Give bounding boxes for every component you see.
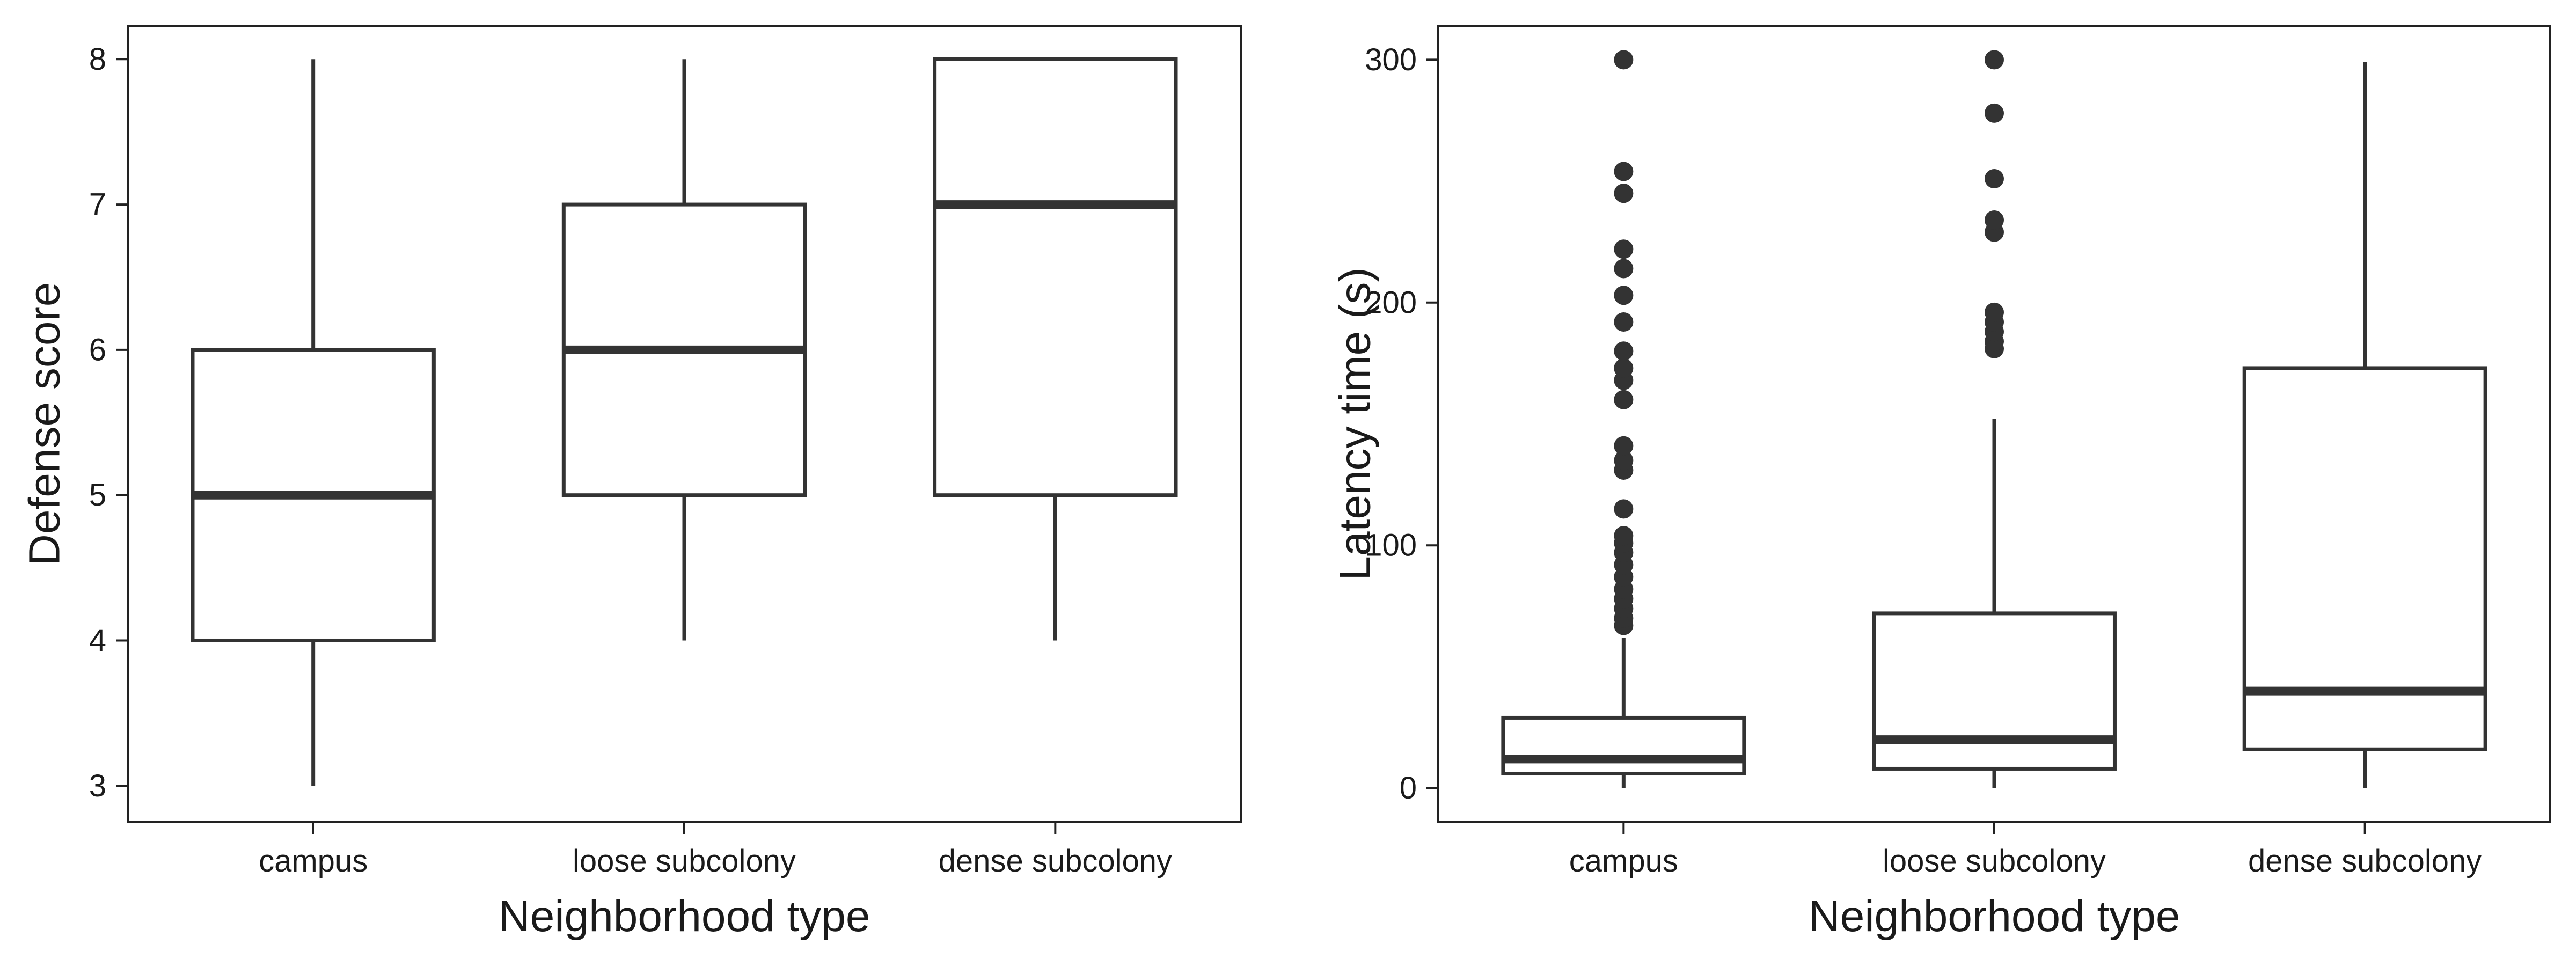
defense-score-panel: 3 4 5 6 7 8 campus loose subcolony dense subcolo… [20,25,1242,941]
iqr-box [1501,715,1746,776]
outlier-point [1985,169,2004,189]
iqr-box [1872,611,2117,771]
outlier-point [1614,526,1634,546]
outlier-point [1614,50,1634,70]
iqr-box [933,57,1178,497]
y-tick-label: 300 [1365,42,1417,77]
outlier-point [1614,450,1634,470]
x-tick-label: dense subcolony [2248,844,2482,879]
outlier-point [1614,436,1634,456]
y-axis-title: Latency time (s) [1331,267,1380,580]
y-tick-label: 4 [89,623,106,658]
x-axis-title: Neighborhood type [499,892,870,941]
x-tick-label: campus [1569,844,1678,879]
x-tick-label: loose subcolony [573,844,796,879]
outlier-point [1614,312,1634,332]
outlier-point [1614,259,1634,279]
y-tick-label: 3 [89,769,106,803]
outlier-point [1985,302,2004,322]
outlier-point [1614,358,1634,378]
y-axis-title: Defense score [20,282,69,566]
outlier-point [1985,103,2004,123]
x-tick-label: loose subcolony [1883,844,2106,879]
outlier-point [1614,286,1634,305]
outlier-point [1614,239,1634,259]
y-tick-label: 6 [89,332,106,367]
y-tick-label: 8 [89,42,106,77]
outlier-point [1614,162,1634,181]
x-axis-title: Neighborhood type [1809,892,2180,941]
outlier-point [1614,341,1634,361]
y-tick-label: 7 [89,187,106,222]
iqr-box [2242,366,2487,751]
y-tick-label: 200 [1365,285,1417,320]
y-tick-label: 0 [1400,771,1417,806]
outlier-point [1614,499,1634,519]
outlier-point [1985,50,2004,70]
x-tick-label: dense subcolony [939,844,1172,879]
y-tick-label: 100 [1365,528,1417,563]
outlier-point [1985,210,2004,230]
x-tick-label: campus [259,844,368,879]
y-tick-label: 5 [89,478,106,513]
outlier-point [1614,390,1634,409]
latency-time-panel: 0 100 200 300 campus loose subcolony dense sub… [1331,25,2551,941]
outlier-point [1614,184,1634,203]
